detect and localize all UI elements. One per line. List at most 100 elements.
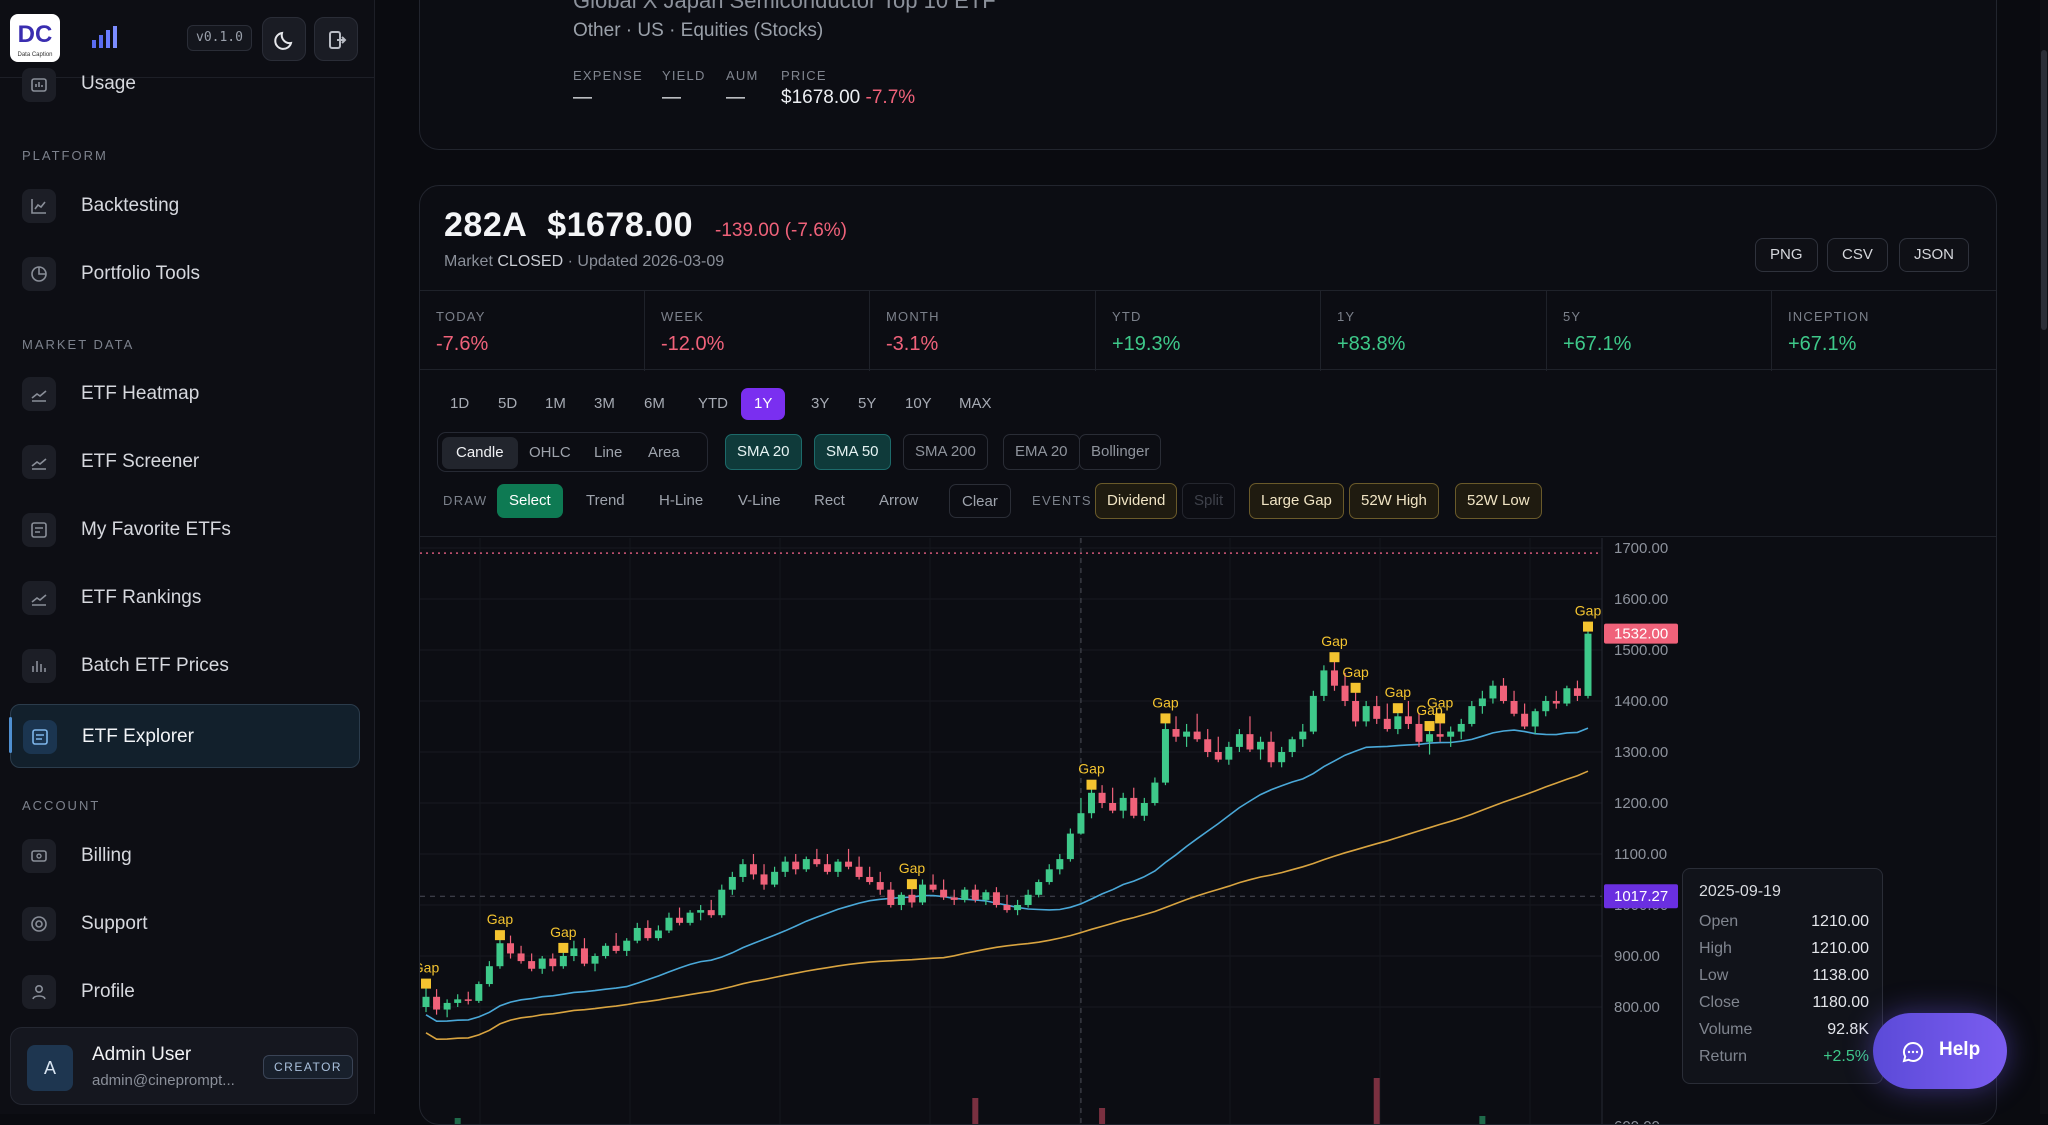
- candle: [644, 927, 652, 939]
- line-chart-icon: [22, 189, 56, 223]
- range-6m[interactable]: 6M: [644, 395, 665, 412]
- gap-label: Gap: [550, 924, 577, 940]
- export-json-button[interactable]: JSON: [1899, 238, 1970, 272]
- perf-value: -12.0%: [661, 333, 725, 355]
- theme-toggle-button[interactable]: [262, 17, 306, 61]
- sidebar-item-label: Support: [81, 913, 148, 934]
- sidebar-item-my-favorite-etfs[interactable]: My Favorite ETFs: [10, 500, 360, 560]
- candle: [971, 889, 979, 900]
- range-10y[interactable]: 10Y: [905, 395, 932, 412]
- draw-vline[interactable]: V-Line: [738, 492, 781, 509]
- price-value: $1678.00: [781, 87, 861, 108]
- sidebar-item-etf-explorer[interactable]: ETF Explorer: [9, 704, 360, 768]
- logout-button[interactable]: [314, 17, 358, 61]
- help-button[interactable]: Help: [1873, 1013, 2007, 1089]
- gap-label: Gap: [1385, 684, 1412, 700]
- price-chart[interactable]: 1700.00 1600.00 1500.00 1400.00 1300.00 1200.…: [420, 538, 1997, 1125]
- candle: [1436, 734, 1444, 737]
- draw-trend[interactable]: Trend: [586, 492, 625, 509]
- range-max[interactable]: MAX: [959, 395, 992, 412]
- sidebar-item-batch-etf-prices[interactable]: Batch ETF Prices: [10, 636, 360, 696]
- indicator-sma20[interactable]: SMA 20: [725, 434, 802, 470]
- chart-type-area[interactable]: Area: [648, 444, 680, 461]
- range-5d[interactable]: 5D: [498, 395, 518, 412]
- draw-hline[interactable]: H-Line: [659, 492, 704, 509]
- draw-select[interactable]: Select: [497, 484, 563, 518]
- range-3m[interactable]: 3M: [594, 395, 615, 412]
- range-1m[interactable]: 1M: [545, 395, 566, 412]
- draw-arrow[interactable]: Arrow: [879, 492, 919, 509]
- sidebar-item-etf-screener[interactable]: ETF Screener: [10, 432, 360, 492]
- sidebar-item-backtesting[interactable]: Backtesting: [10, 176, 360, 236]
- event-large-gap[interactable]: Large Gap: [1249, 483, 1344, 519]
- gap-marker: [558, 942, 569, 953]
- sidebar-item-label: Backtesting: [81, 195, 180, 216]
- sidebar-item-etf-heatmap[interactable]: ETF Heatmap: [10, 364, 360, 424]
- candle: [908, 894, 916, 903]
- tooltip-key: Volume: [1699, 1021, 1753, 1038]
- chart-type-ohlc[interactable]: OHLC: [529, 444, 571, 461]
- event-split[interactable]: Split: [1182, 483, 1236, 519]
- candle: [422, 996, 430, 1007]
- app-logo[interactable]: DC Data Caption: [10, 14, 60, 62]
- perf-label: WEEK: [661, 309, 705, 324]
- candle: [1531, 711, 1539, 727]
- fund-title: Global X Japan Semiconductor Top 10 ETF: [573, 0, 996, 13]
- perf-inception: INCEPTION +67.1%: [1772, 291, 1996, 371]
- perf-label: 5Y: [1563, 309, 1582, 324]
- candle: [623, 940, 631, 951]
- candle: [485, 966, 493, 985]
- user-card[interactable]: A Admin User admin@cineprompt... CREATOR: [10, 1027, 358, 1105]
- sidebar-item-portfolio-tools[interactable]: Portfolio Tools: [10, 244, 360, 304]
- usage-icon: [22, 68, 56, 102]
- candle: [707, 910, 715, 916]
- crosshair-price-label: 1017.27: [1614, 888, 1668, 905]
- sidebar-item-usage[interactable]: Usage: [10, 55, 360, 115]
- sidebar-item-support[interactable]: Support: [10, 894, 360, 954]
- range-1d[interactable]: 1D: [450, 395, 470, 412]
- draw-rect[interactable]: Rect: [814, 492, 845, 509]
- event-dividend[interactable]: Dividend: [1095, 483, 1178, 519]
- indicator-sma200[interactable]: SMA 200: [903, 434, 988, 470]
- candle: [1003, 905, 1011, 911]
- candle: [1510, 701, 1518, 714]
- event-52w-low[interactable]: 52W Low: [1455, 483, 1542, 519]
- export-csv-button[interactable]: CSV: [1827, 238, 1888, 272]
- perf-value: -7.6%: [436, 333, 489, 355]
- sidebar-item-billing[interactable]: Billing: [10, 826, 360, 886]
- candle: [602, 945, 610, 956]
- tooltip-value: +2.5%: [1823, 1048, 1869, 1065]
- volume-bar: [1373, 1078, 1380, 1124]
- trend-icon: [22, 581, 56, 615]
- indicator-ema20[interactable]: EMA 20: [1003, 434, 1080, 470]
- trend-icon: [22, 445, 56, 479]
- draw-clear-button[interactable]: Clear: [949, 484, 1011, 518]
- indicator-sma50[interactable]: SMA 50: [814, 434, 891, 470]
- range-3y[interactable]: 3Y: [811, 395, 830, 412]
- range-1y[interactable]: 1Y: [741, 388, 786, 420]
- range-5y[interactable]: 5Y: [858, 395, 877, 412]
- perf-label: MONTH: [886, 309, 940, 324]
- chart-type-candle[interactable]: Candle: [442, 437, 518, 469]
- candle: [1330, 670, 1338, 686]
- chart-bars-icon[interactable]: [90, 26, 118, 50]
- chart-type-line[interactable]: Line: [594, 444, 623, 461]
- candle: [813, 859, 821, 865]
- gap-label: Gap: [1427, 694, 1454, 710]
- scrollbar[interactable]: [2040, 0, 2048, 1114]
- price-change: -7.7%: [865, 87, 916, 108]
- stat-value: —: [662, 87, 681, 108]
- candle: [1383, 718, 1391, 730]
- performance-strip: TODAY -7.6% WEEK -12.0% MONTH -3.1% YTD +19.…: [420, 290, 1996, 371]
- indicator-bollinger[interactable]: Bollinger: [1079, 434, 1162, 470]
- export-png-button[interactable]: PNG: [1755, 238, 1818, 272]
- scrollbar-thumb[interactable]: [2041, 50, 2047, 330]
- sidebar-item-profile[interactable]: Profile: [10, 962, 360, 1022]
- event-52w-high[interactable]: 52W High: [1349, 483, 1439, 519]
- candle: [992, 892, 1000, 905]
- candle: [1341, 685, 1349, 701]
- sidebar-item-etf-rankings[interactable]: ETF Rankings: [10, 568, 360, 628]
- candle: [1161, 729, 1169, 783]
- range-ytd[interactable]: YTD: [698, 395, 728, 412]
- gap-marker: [1350, 682, 1361, 693]
